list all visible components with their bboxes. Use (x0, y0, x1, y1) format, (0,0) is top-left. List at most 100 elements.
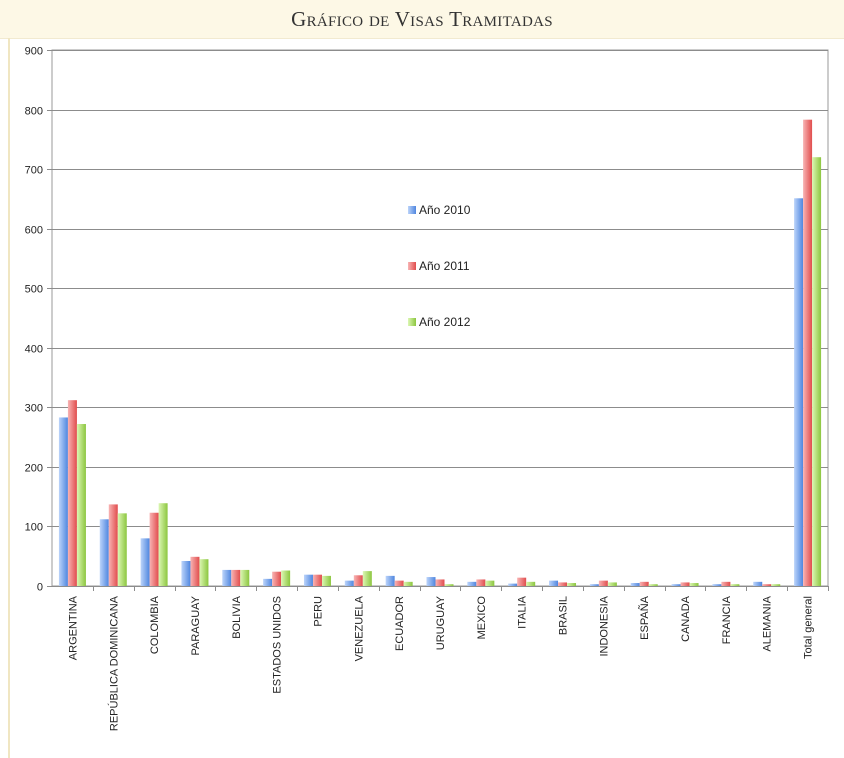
y-tick-label: 900 (25, 46, 43, 58)
x-tick-label: URUGUAY (435, 595, 447, 650)
legend-swatch (408, 262, 416, 270)
bar-ano-2012 (403, 581, 413, 586)
bar-ano-2011 (762, 584, 772, 586)
bar-ano-2010 (181, 560, 191, 586)
x-tick-label: REPÚBLICA DOMINICANA (107, 595, 120, 731)
legend: Año 2010 Año 2011 Año 2012 (408, 203, 471, 329)
bar-ano-2011 (394, 580, 404, 586)
bar-ano-2010 (344, 580, 354, 586)
legend-label: Año 2011 (419, 259, 470, 273)
y-tick-label: 700 (25, 165, 43, 177)
x-tick-label: Total general (803, 596, 815, 659)
x-tick-label: ARGENTINA (67, 595, 79, 660)
legend-swatch (408, 318, 416, 326)
x-tick-label: ITALIA (517, 595, 529, 628)
x-tick-label: COLOMBIA (149, 595, 161, 654)
bar-ano-2012 (812, 157, 822, 586)
y-axis: 0 100 200 300 400 500 600 700 800 900 (25, 46, 52, 594)
bar-ano-2012 (444, 584, 454, 586)
bar-ano-2010 (549, 580, 559, 586)
x-tick-label: BOLIVIA (231, 595, 243, 638)
bar-ano-2011 (190, 556, 200, 586)
bar-ano-2010 (99, 519, 109, 586)
bar-ano-2012 (730, 584, 740, 586)
x-tick-label: CANADA (680, 595, 692, 642)
bar-ano-2012 (199, 559, 209, 586)
bar-ano-2012 (321, 575, 331, 586)
bar-ano-2010 (222, 569, 232, 586)
bar-ano-2011 (312, 574, 322, 586)
bar-ano-2012 (689, 583, 699, 586)
bars (58, 119, 822, 587)
chart-title: Gráfico de Visas Tramitadas (291, 6, 553, 31)
bar-ano-2010 (58, 417, 68, 586)
bar-ano-2011 (108, 504, 118, 586)
bar-ano-2010 (671, 584, 681, 586)
y-tick-label: 600 (25, 225, 43, 237)
x-tick-label: FRANCIA (721, 595, 733, 644)
bar-ano-2011 (558, 582, 568, 586)
y-tick-label: 100 (25, 522, 43, 534)
bar-ano-2010 (794, 198, 804, 586)
bar-chart: 0 100 200 300 400 500 600 700 800 900 ARGENTINA RE… (25, 46, 829, 731)
bar-ano-2011 (803, 119, 813, 587)
bar-ano-2012 (485, 580, 495, 586)
bar-ano-2012 (240, 569, 250, 586)
bar-ano-2010 (426, 577, 436, 586)
bar-ano-2011 (231, 569, 241, 586)
bar-ano-2011 (639, 581, 649, 586)
title-bar: Gráfico de Visas Tramitadas (0, 0, 844, 39)
bar-ano-2011 (517, 577, 527, 586)
left-border-rule (8, 38, 10, 758)
x-tick-label: ALEMANIA (762, 595, 774, 651)
bar-ano-2010 (508, 583, 518, 586)
bar-ano-2012 (76, 424, 86, 586)
y-tick-label: 0 (37, 582, 43, 594)
x-axis: ARGENTINA REPÚBLICA DOMINICANA COLOMBIA PAR… (52, 586, 829, 731)
y-tick-label: 300 (25, 403, 43, 415)
x-tick-label: ESPAÑA (638, 595, 651, 639)
bar-ano-2012 (158, 503, 168, 586)
bar-ano-2011 (435, 579, 445, 586)
x-tick-label: ESTADOS UNIDOS (272, 596, 284, 694)
bar-ano-2010 (303, 574, 313, 586)
bar-ano-2011 (721, 581, 731, 586)
bar-ano-2012 (281, 570, 291, 586)
x-tick-label: BRASIL (558, 596, 570, 635)
bar-ano-2010 (630, 583, 640, 586)
bar-ano-2011 (598, 580, 608, 586)
legend-label: Año 2010 (419, 203, 471, 217)
bar-ano-2011 (353, 575, 363, 586)
bar-ano-2011 (680, 582, 690, 586)
x-tick-label: PARAGUAY (190, 595, 202, 655)
y-tick-label: 400 (25, 344, 43, 356)
bar-ano-2010 (263, 578, 273, 586)
x-tick-label: VENEZUELA (353, 595, 365, 661)
bar-ano-2012 (117, 513, 127, 586)
bar-ano-2010 (140, 538, 150, 586)
bar-ano-2012 (607, 582, 617, 586)
x-tick-label: MEXICO (476, 596, 488, 640)
bar-ano-2011 (476, 579, 486, 586)
bar-ano-2010 (712, 584, 722, 586)
bar-ano-2012 (771, 584, 781, 586)
y-tick-label: 500 (25, 284, 43, 296)
bar-ano-2011 (67, 400, 77, 586)
bar-ano-2010 (385, 575, 395, 586)
legend-label: Año 2012 (419, 315, 471, 329)
bar-ano-2010 (589, 584, 599, 586)
y-tick-label: 800 (25, 106, 43, 118)
bar-ano-2010 (753, 581, 763, 586)
x-tick-label: ECUADOR (394, 596, 406, 651)
bar-ano-2010 (467, 581, 477, 586)
legend-swatch (408, 206, 416, 214)
bar-ano-2012 (567, 583, 577, 586)
x-tick-label: INDONESIA (598, 595, 610, 656)
bar-ano-2011 (149, 512, 159, 586)
bar-ano-2012 (648, 584, 658, 586)
bar-ano-2012 (362, 571, 372, 586)
bar-ano-2012 (526, 581, 536, 586)
y-tick-label: 200 (25, 463, 43, 475)
bar-ano-2011 (272, 571, 282, 586)
x-tick-label: PERU (312, 596, 324, 627)
